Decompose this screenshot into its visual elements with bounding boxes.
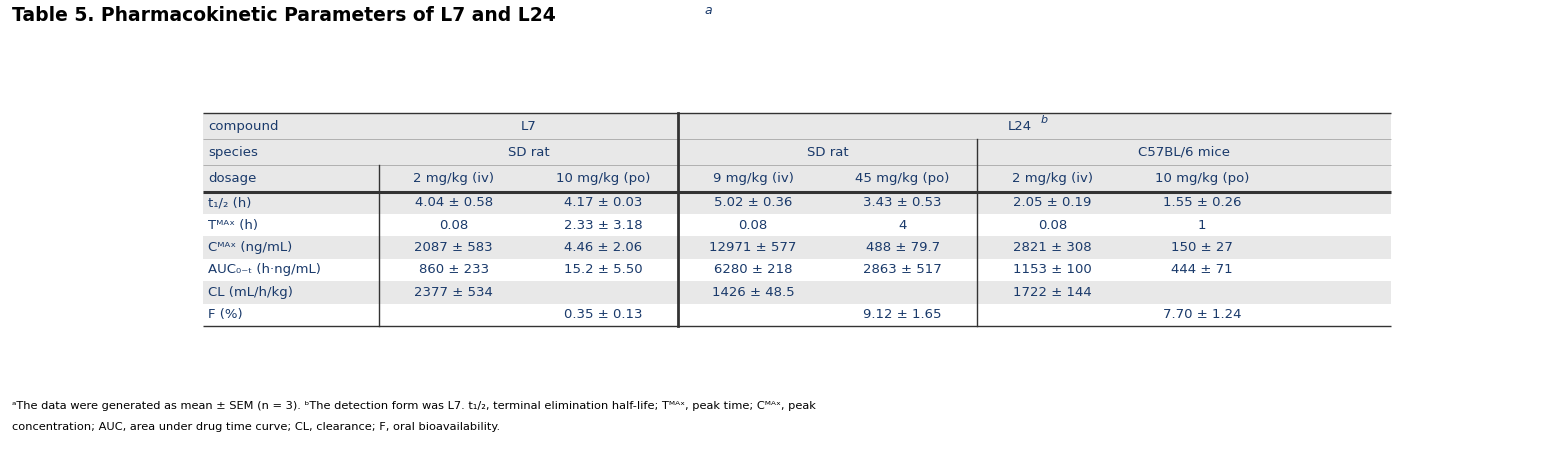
Text: 5.02 ± 0.36: 5.02 ± 0.36	[714, 196, 793, 209]
Text: species: species	[207, 146, 259, 159]
Text: 0.08: 0.08	[440, 219, 469, 232]
Text: 1426 ± 48.5: 1426 ± 48.5	[712, 286, 794, 299]
Text: C57BL/6 mice: C57BL/6 mice	[1138, 146, 1231, 159]
Text: 2087 ± 583: 2087 ± 583	[415, 241, 492, 254]
Text: L24: L24	[1008, 120, 1033, 132]
Text: AUC₀₋ₜ (h·ng/mL): AUC₀₋ₜ (h·ng/mL)	[207, 264, 320, 276]
Text: SD rat: SD rat	[807, 146, 848, 159]
Text: 1: 1	[1198, 219, 1206, 232]
Text: 488 ± 79.7: 488 ± 79.7	[865, 241, 940, 254]
Text: 860 ± 233: 860 ± 233	[418, 264, 489, 276]
Text: 2863 ± 517: 2863 ± 517	[864, 264, 943, 276]
Bar	[203, 214, 1390, 236]
Text: compound: compound	[207, 120, 279, 132]
Text: 4.04 ± 0.58: 4.04 ± 0.58	[415, 196, 492, 209]
Text: b: b	[1040, 115, 1048, 125]
Bar	[203, 113, 1390, 192]
Text: Cᴹᴬˣ (ng/mL): Cᴹᴬˣ (ng/mL)	[207, 241, 293, 254]
Text: 0.35 ± 0.13: 0.35 ± 0.13	[563, 308, 642, 321]
Text: 4.46 ± 2.06: 4.46 ± 2.06	[565, 241, 642, 254]
Text: 6280 ± 218: 6280 ± 218	[714, 264, 793, 276]
Text: 10 mg/kg (po): 10 mg/kg (po)	[556, 172, 650, 185]
Bar	[203, 259, 1390, 281]
Text: 4: 4	[898, 219, 907, 232]
Text: 4.17 ± 0.03: 4.17 ± 0.03	[563, 196, 642, 209]
Bar	[203, 281, 1390, 304]
Bar	[203, 236, 1390, 259]
Text: 1722 ± 144: 1722 ± 144	[1012, 286, 1091, 299]
Text: Table 5. Pharmacokinetic Parameters of L7 and L24: Table 5. Pharmacokinetic Parameters of L…	[12, 6, 556, 25]
Text: CL (mL/h/kg): CL (mL/h/kg)	[207, 286, 293, 299]
Text: concentration; AUC, area under drug time curve; CL, clearance; F, oral bioavaila: concentration; AUC, area under drug time…	[12, 422, 500, 432]
Text: 1.55 ± 0.26: 1.55 ± 0.26	[1163, 196, 1241, 209]
Text: 9 mg/kg (iv): 9 mg/kg (iv)	[712, 172, 794, 185]
Text: 12971 ± 577: 12971 ± 577	[709, 241, 797, 254]
Text: 2821 ± 308: 2821 ± 308	[1012, 241, 1091, 254]
Text: F (%): F (%)	[207, 308, 243, 321]
Text: 150 ± 27: 150 ± 27	[1170, 241, 1232, 254]
Text: L7: L7	[520, 120, 537, 132]
Text: 3.43 ± 0.53: 3.43 ± 0.53	[864, 196, 941, 209]
Text: 9.12 ± 1.65: 9.12 ± 1.65	[864, 308, 941, 321]
Text: 444 ± 71: 444 ± 71	[1172, 264, 1232, 276]
Text: a: a	[704, 4, 712, 17]
Text: 2 mg/kg (iv): 2 mg/kg (iv)	[413, 172, 494, 185]
Text: ᵃThe data were generated as mean ± SEM (n = 3). ᵇThe detection form was L7. t₁/₂: ᵃThe data were generated as mean ± SEM (…	[12, 401, 816, 411]
Text: 10 mg/kg (po): 10 mg/kg (po)	[1155, 172, 1249, 185]
Text: 15.2 ± 5.50: 15.2 ± 5.50	[563, 264, 642, 276]
Text: 7.70 ± 1.24: 7.70 ± 1.24	[1163, 308, 1241, 321]
Bar	[203, 304, 1390, 326]
Text: t₁/₂ (h): t₁/₂ (h)	[207, 196, 251, 209]
Text: 45 mg/kg (po): 45 mg/kg (po)	[856, 172, 950, 185]
Text: 2377 ± 534: 2377 ± 534	[415, 286, 494, 299]
Text: 0.08: 0.08	[738, 219, 768, 232]
Bar	[203, 192, 1390, 214]
Text: 2.33 ± 3.18: 2.33 ± 3.18	[563, 219, 642, 232]
Text: SD rat: SD rat	[508, 146, 550, 159]
Text: Tᴹᴬˣ (h): Tᴹᴬˣ (h)	[207, 219, 259, 232]
Text: 2.05 ± 0.19: 2.05 ± 0.19	[1012, 196, 1091, 209]
Text: 1153 ± 100: 1153 ± 100	[1012, 264, 1091, 276]
Text: 0.08: 0.08	[1037, 219, 1067, 232]
Text: dosage: dosage	[207, 172, 257, 185]
Text: 2 mg/kg (iv): 2 mg/kg (iv)	[1012, 172, 1093, 185]
